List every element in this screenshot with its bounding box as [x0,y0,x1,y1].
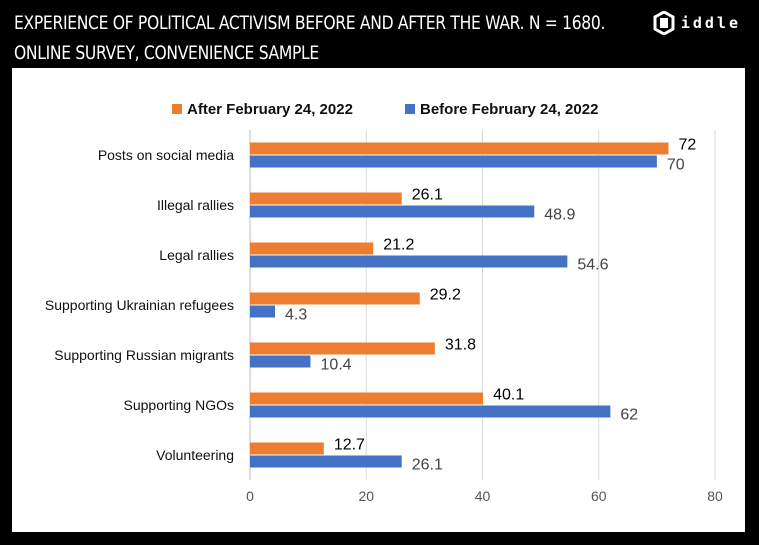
chart-panel: 72 70 26.1 48.9 21.2 54.6 29.2 4.3 31.8 10.4 40.1 6… [12,68,745,532]
brand-logo: iddle [653,10,741,36]
data-label: 29.2 [430,287,461,304]
data-label: 54.6 [577,257,608,274]
bar-after [250,392,484,405]
bar-before [250,155,657,168]
x-tick-label: 60 [591,488,607,504]
data-label: 72 [679,137,697,154]
category-label: Supporting Russian migrants [54,347,234,363]
category-label: Illegal rallies [157,197,234,213]
category-label: Volunteering [156,447,234,463]
bar-after [250,292,420,305]
bar-before [250,305,275,318]
chart-title: EXPERIENCE OF POLITICAL ACTIVISM BEFORE … [14,8,606,68]
category-label: Supporting NGOs [124,397,235,413]
category-labels: Posts on social media Illegal rallies Lega… [45,147,234,463]
data-label: 31.8 [445,337,476,354]
title-line-1: EXPERIENCE OF POLITICAL ACTIVISM BEFORE … [14,12,606,34]
legend-label: Before February 24, 2022 [420,101,598,118]
bar-chart: 72 70 26.1 48.9 21.2 54.6 29.2 4.3 31.8 10.4 40.1 6… [45,101,723,504]
bar-before [250,455,402,468]
data-label: 10.4 [320,357,351,374]
category-label: Legal rallies [159,247,234,263]
x-tick-labels: 0 20 40 60 80 [246,488,723,504]
data-label: 26.1 [412,187,443,204]
x-tick-label: 80 [707,488,723,504]
data-label: 21.2 [383,237,414,254]
legend-label: After February 24, 2022 [187,101,353,118]
bar-after [250,342,435,355]
category-label: Supporting Ukrainian refugees [45,297,234,313]
bar-after [250,242,374,255]
bar-after [250,192,402,205]
data-label: 4.3 [285,307,307,324]
legend-swatch [405,104,415,114]
bar-before [250,405,611,418]
brand-name: iddle [680,14,741,32]
gridlines [249,130,716,480]
bar-after [250,442,324,455]
x-tick-label: 40 [475,488,491,504]
data-label: 40.1 [493,387,524,404]
data-label: 62 [620,407,638,424]
data-label: 48.9 [544,207,575,224]
legend-swatch [172,104,182,114]
bar-before [250,255,568,268]
data-label: 26.1 [412,457,443,474]
bar-after [250,142,669,155]
bar-before [250,355,311,368]
x-tick-label: 0 [246,488,254,504]
title-line-2: ONLINE SURVEY, CONVENIENCE SAMPLE [14,42,319,64]
data-labels: 72 70 26.1 48.9 21.2 54.6 29.2 4.3 31.8 10.4 40.1 6… [285,137,696,474]
legend: After February 24, 2022 Before February 2… [172,101,598,118]
riddle-logo-icon [653,11,675,35]
data-label: 70 [667,157,685,174]
bars [250,142,669,468]
x-tick-label: 20 [358,488,374,504]
category-label: Posts on social media [98,147,234,163]
data-label: 12.7 [334,437,365,454]
bar-before [250,205,535,218]
